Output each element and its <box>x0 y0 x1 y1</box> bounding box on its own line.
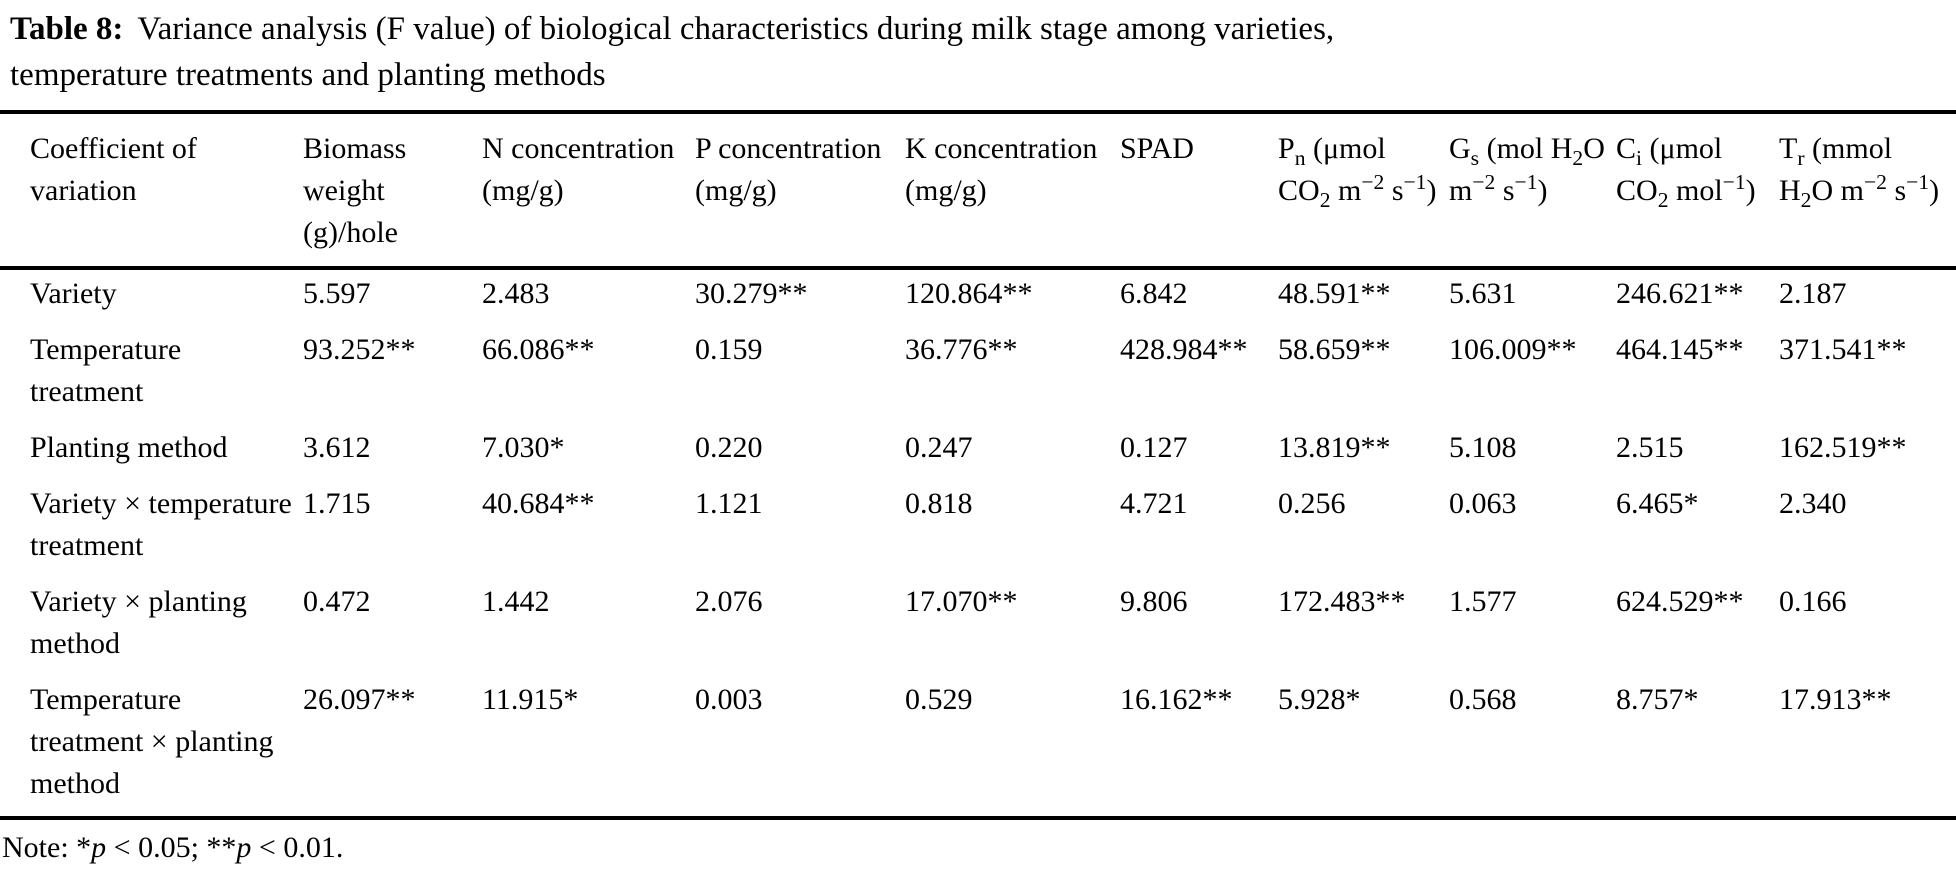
row-label: Variety × temperature treatment <box>30 487 292 563</box>
table-cell: 1.442 <box>482 585 550 619</box>
table-cell: 17.070** <box>905 585 1018 619</box>
table-cell: 0.247 <box>905 431 973 465</box>
table-cell: 624.529** <box>1616 585 1744 619</box>
table-cell: 0.220 <box>695 431 763 465</box>
table-cell: 0.127 <box>1120 431 1188 465</box>
table-cell: 9.806 <box>1120 585 1188 619</box>
table-cell: 7.030* <box>482 431 565 465</box>
row-label: Planting method <box>30 431 228 465</box>
header-cell-k-concentration: K concentration (mg/g) <box>905 132 1098 208</box>
table-row-temperature-treatment: Temperature treatment 93.252** 66.086** … <box>0 326 1956 424</box>
row-label: Temperature treatment × planting method <box>30 683 274 801</box>
table-cell: 0.568 <box>1449 683 1517 717</box>
header-cell-coefficient-of-variation: Coefficient of variation <box>30 132 197 208</box>
table-cell: 1.577 <box>1449 585 1517 619</box>
header-row: Coefficient of variation Biomass weight … <box>0 112 1956 269</box>
row-label: Temperature treatment <box>30 333 182 409</box>
table-cell: 0.529 <box>905 683 973 717</box>
table-cell: 26.097** <box>303 683 416 717</box>
table-cell: 11.915* <box>482 683 579 717</box>
table-cell: 6.465* <box>1616 487 1699 521</box>
table-row-temperature-treatment-x-planting-method: Temperature treatment × planting method … <box>0 676 1956 818</box>
table-cell: 58.659** <box>1278 333 1391 367</box>
header-cell-ci: Ci (μmol CO2 mol−1) <box>1616 132 1756 213</box>
table-row-variety-x-planting-method: Variety × planting method 0.472 1.442 2.… <box>0 578 1956 676</box>
table-cell: 172.483** <box>1278 585 1406 619</box>
table-row-variety-x-temperature-treatment: Variety × temperature treatment 1.715 40… <box>0 480 1956 578</box>
table-cell: 16.162** <box>1120 683 1233 717</box>
table-cell: 1.121 <box>695 487 763 521</box>
table-cell: 6.842 <box>1120 277 1188 311</box>
table-cell: 5.597 <box>303 277 371 311</box>
row-label: Variety <box>30 277 117 311</box>
table-cell: 5.631 <box>1449 277 1517 311</box>
table-cell: 2.187 <box>1779 277 1847 311</box>
table-cell: 464.145** <box>1616 333 1744 367</box>
table-cell: 0.159 <box>695 333 763 367</box>
table-caption-line1: Variance analysis (F value) of biologica… <box>137 11 1335 47</box>
table-cell: 2.076 <box>695 585 763 619</box>
row-label: Variety × planting method <box>30 585 247 661</box>
table-cell: 0.166 <box>1779 585 1847 619</box>
table-row-variety: Variety 5.597 2.483 30.279** 120.864** 6… <box>0 268 1956 326</box>
table-caption-line2: temperature treatments and planting meth… <box>10 57 606 94</box>
table-cell: 4.721 <box>1120 487 1188 521</box>
table-cell: 8.757* <box>1616 683 1699 717</box>
table-cell: 48.591** <box>1278 277 1391 311</box>
table-cell: 13.819** <box>1278 431 1391 465</box>
table-cell: 120.864** <box>905 277 1033 311</box>
table-cell: 5.108 <box>1449 431 1517 465</box>
table-footnote: Note: *p < 0.05; **p < 0.01. <box>2 831 344 865</box>
table-number-label: Table 8: <box>10 11 124 47</box>
table-cell: 17.913** <box>1779 683 1892 717</box>
table-cell: 1.715 <box>303 487 371 521</box>
table-cell: 66.086** <box>482 333 595 367</box>
table-cell: 428.984** <box>1120 333 1248 367</box>
table-cell: 5.928* <box>1278 683 1361 717</box>
variance-analysis-table: Coefficient of variation Biomass weight … <box>0 110 1956 821</box>
header-cell-tr: Tr (mmol H2O m−2 s−1) <box>1779 132 1940 213</box>
table-cell: 246.621** <box>1616 277 1744 311</box>
table-caption: Table 8: Variance analysis (F value) of b… <box>10 6 1948 98</box>
header-cell-p-concentration: P concentration (mg/g) <box>695 132 882 208</box>
table-cell: 0.256 <box>1278 487 1346 521</box>
table-cell: 0.003 <box>695 683 763 717</box>
table-header: Coefficient of variation Biomass weight … <box>0 112 1956 269</box>
table-cell: 0.472 <box>303 585 371 619</box>
table-cell: 2.340 <box>1779 487 1847 521</box>
header-cell-pn: Pn (μmol CO2 m−2 s−1) <box>1278 132 1437 213</box>
table-cell: 371.541** <box>1779 333 1907 367</box>
table-cell: 3.612 <box>303 431 371 465</box>
table-cell: 93.252** <box>303 333 416 367</box>
table-cell: 40.684** <box>482 487 595 521</box>
table-row-planting-method: Planting method 3.612 7.030* 0.220 0.247… <box>0 424 1956 480</box>
header-cell-gs: Gs (mol H2O m−2 s−1) <box>1449 132 1605 208</box>
table-body: Variety 5.597 2.483 30.279** 120.864** 6… <box>0 268 1956 818</box>
table-cell: 0.818 <box>905 487 973 521</box>
table-cell: 36.776** <box>905 333 1018 367</box>
table-cell: 30.279** <box>695 277 808 311</box>
header-cell-n-concentration: N concentration (mg/g) <box>482 132 675 208</box>
table-cell: 106.009** <box>1449 333 1577 367</box>
header-cell-spad: SPAD <box>1120 132 1194 166</box>
table-cell: 2.515 <box>1616 431 1684 465</box>
header-cell-biomass-weight: Biomass weight (g)/hole <box>303 132 407 250</box>
table-cell: 0.063 <box>1449 487 1517 521</box>
table-cell: 162.519** <box>1779 431 1907 465</box>
table-cell: 2.483 <box>482 277 550 311</box>
